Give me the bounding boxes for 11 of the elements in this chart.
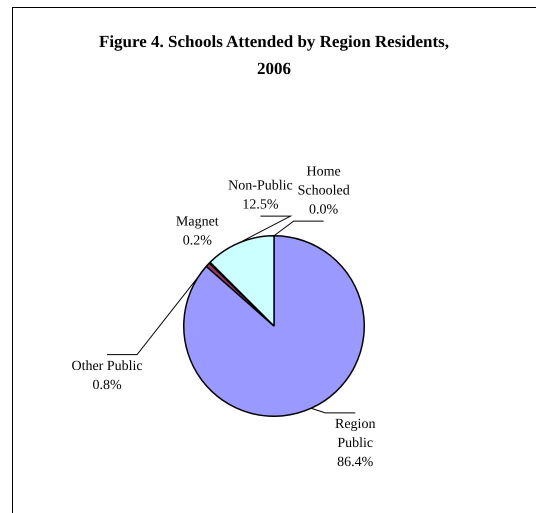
category-label: Home Schooled — [298, 164, 350, 198]
data-label: 12.5% — [242, 197, 279, 212]
slice-label: Region Public — [335, 416, 376, 451]
data-label: 0.2% — [182, 233, 212, 248]
text: 0.0% — [309, 202, 338, 218]
chart-title: Figure 4. Schools Attended by Region Residents, 2006 — [98, 31, 450, 80]
slice-label: Magnet — [176, 214, 219, 230]
data-label: 0.8% — [92, 378, 122, 393]
slice-label: Other Public — [71, 358, 143, 374]
data-label: 86.4% — [337, 454, 374, 470]
slice-label: Non-Public — [228, 178, 293, 194]
